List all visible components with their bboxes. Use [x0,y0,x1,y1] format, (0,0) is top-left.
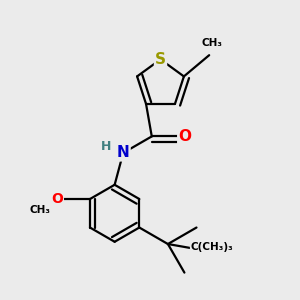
Text: CH₃: CH₃ [202,38,223,48]
Text: S: S [155,52,166,67]
Text: N: N [117,146,130,160]
Text: CH₃: CH₃ [30,205,51,214]
Text: O: O [51,192,63,206]
Text: H: H [101,140,111,153]
Text: O: O [178,129,191,144]
Text: C(CH₃)₃: C(CH₃)₃ [190,242,233,252]
